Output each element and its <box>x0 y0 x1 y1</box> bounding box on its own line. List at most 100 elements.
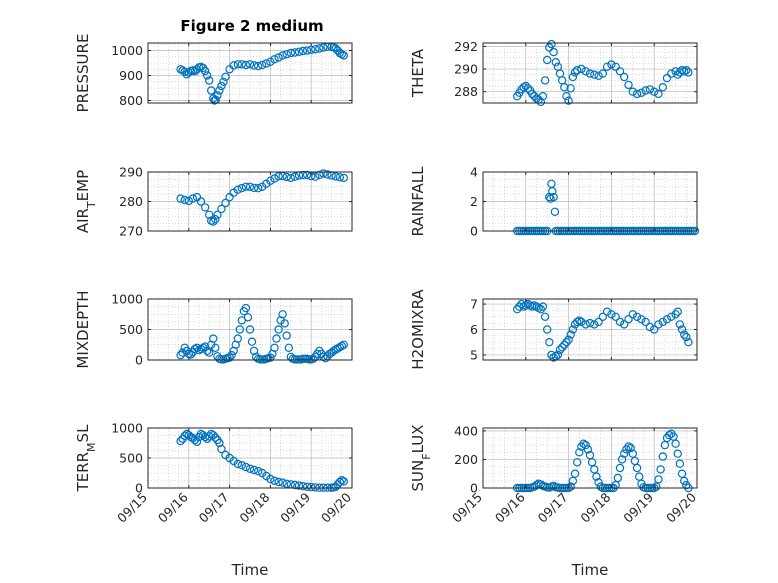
data-point <box>204 76 214 85</box>
data-point <box>684 338 693 347</box>
data-point <box>337 476 346 485</box>
data-point <box>278 478 287 487</box>
data-point <box>615 317 625 327</box>
data-point <box>335 173 344 182</box>
data-point <box>339 51 348 60</box>
data-point <box>339 173 348 183</box>
data-point <box>309 354 318 363</box>
data-point <box>286 173 295 183</box>
y-tick-label: 1000 <box>111 43 143 58</box>
data-point <box>568 325 578 334</box>
data-point <box>315 170 324 180</box>
data-point <box>573 458 582 467</box>
data-point <box>532 302 541 311</box>
y-tick-label: 2 <box>470 194 478 209</box>
y-tick-label: 290 <box>454 62 478 77</box>
data-point <box>583 445 593 454</box>
data-point <box>294 481 304 490</box>
data-point <box>274 172 283 181</box>
data-point <box>196 197 206 206</box>
y-axis-label: TERRMSL <box>74 424 98 493</box>
data-point <box>192 343 202 352</box>
y-axis-label: PRESSURE <box>74 34 92 113</box>
data-point <box>560 82 569 92</box>
data-point <box>331 345 340 354</box>
data-point <box>671 310 680 319</box>
data-point <box>570 469 580 478</box>
y-tick-label: 1000 <box>111 421 143 436</box>
data-point <box>613 473 623 483</box>
data-point <box>536 305 546 314</box>
data-point <box>215 438 224 448</box>
data-series <box>176 42 348 105</box>
subplot-rainfall: 0 2 4 RAINFALL <box>409 165 700 239</box>
data-point <box>249 183 259 193</box>
axes-box <box>482 427 698 489</box>
data-point <box>290 172 300 181</box>
data-point <box>209 217 218 226</box>
data-point <box>241 60 251 70</box>
data-point <box>249 346 259 356</box>
data-point <box>645 322 655 332</box>
data-point <box>213 210 222 219</box>
y-tick-label: 200 <box>454 452 478 467</box>
data-point <box>654 320 663 329</box>
subplot-h2omixra: 5 6 7 H2OMIXRA <box>409 289 698 370</box>
data-point <box>284 343 293 352</box>
data-point <box>575 448 584 457</box>
data-point <box>602 307 612 316</box>
data-point <box>568 72 578 82</box>
y-tick-label: 400 <box>454 423 478 438</box>
data-point <box>677 469 687 478</box>
data-point <box>233 334 242 343</box>
data-point <box>620 449 629 458</box>
data-point <box>654 89 663 99</box>
data-point <box>566 482 575 491</box>
data-point <box>217 444 226 454</box>
data-point <box>521 81 531 91</box>
data-point <box>225 353 234 362</box>
data-point <box>528 89 537 99</box>
y-tick-label: 900 <box>119 68 143 83</box>
data-point <box>262 59 271 68</box>
data-point <box>675 459 685 468</box>
data-point <box>180 67 189 77</box>
data-point <box>545 338 554 347</box>
data-point <box>192 437 202 446</box>
data-point <box>543 55 552 65</box>
data-point <box>270 55 279 64</box>
data-point <box>662 315 672 324</box>
data-point <box>615 67 625 76</box>
data-point <box>298 482 308 491</box>
data-point <box>645 85 655 94</box>
data-point <box>573 317 582 327</box>
data-point <box>274 477 283 487</box>
data-point <box>272 334 281 343</box>
data-point <box>562 338 571 347</box>
data-point <box>307 45 316 55</box>
y-tick-label: 1000 <box>111 292 143 307</box>
data-point <box>607 310 616 319</box>
data-point <box>650 87 659 96</box>
data-point <box>598 312 608 321</box>
data-point <box>682 65 691 75</box>
data-point <box>176 194 185 203</box>
axes-box <box>482 42 698 104</box>
data-point <box>286 48 295 58</box>
data-point <box>206 86 216 95</box>
data-series <box>513 39 693 107</box>
data-point <box>675 320 685 329</box>
grid-lines <box>482 299 698 360</box>
data-point <box>247 337 257 346</box>
data-point <box>590 320 599 329</box>
data-point <box>237 183 246 193</box>
data-point <box>282 331 291 340</box>
grid-lines <box>482 428 698 489</box>
data-point <box>335 477 344 487</box>
data-point <box>594 317 603 327</box>
y-tick-label: 290 <box>119 165 143 180</box>
data-point <box>652 482 661 491</box>
data-point <box>209 431 218 440</box>
data-point <box>570 68 580 77</box>
data-point <box>558 343 567 352</box>
